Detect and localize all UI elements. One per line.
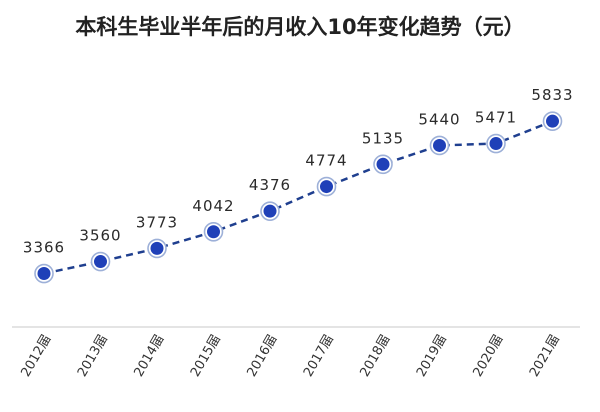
x-tick-label: 2019届	[414, 332, 450, 379]
x-tick-label: 2014届	[131, 332, 167, 379]
x-tick-label: 2012届	[18, 332, 54, 379]
data-point	[203, 221, 224, 242]
data-label-layer: 3366 3560 3773 4042 4376 4774 5135 5440 5471 5833	[23, 86, 573, 257]
data-point-dot	[489, 137, 503, 151]
data-point	[34, 263, 54, 284]
data-point-dot	[150, 241, 164, 255]
data-label: 5135	[362, 129, 404, 147]
data-point-dot	[37, 267, 51, 281]
data-label: 5440	[418, 110, 460, 128]
data-point	[147, 238, 167, 259]
x-tick-layer: 2012届 2013届 2014届 2015届 2016届 2017届 2018届 2019届…	[18, 332, 563, 379]
series-line	[43, 120, 553, 275]
data-point	[542, 111, 563, 131]
chart-title: 本科生毕业半年后的月收入10年变化趋势（元）	[75, 15, 524, 39]
data-point-dot	[207, 225, 220, 239]
data-label: 3560	[79, 227, 121, 245]
data-label: 5471	[475, 109, 517, 127]
data-point	[316, 176, 337, 197]
data-point-dot	[433, 138, 446, 152]
data-label: 4376	[249, 176, 291, 194]
data-label: 3366	[23, 239, 65, 257]
series-layer	[34, 111, 563, 284]
data-point-dot	[376, 157, 390, 171]
x-tick-label: 2020届	[470, 332, 506, 379]
x-tick-label: 2016届	[244, 332, 280, 379]
data-point	[486, 133, 506, 154]
data-label: 4042	[192, 197, 234, 215]
x-tick-label: 2013届	[75, 332, 111, 379]
x-tick-label: 2015届	[188, 332, 224, 379]
data-label: 5833	[531, 86, 573, 104]
x-tick-label: 2018届	[357, 332, 393, 379]
data-point	[260, 201, 280, 221]
data-point-dot	[546, 114, 559, 128]
data-point	[429, 135, 450, 156]
data-point-dot	[263, 204, 277, 218]
data-label: 4774	[305, 152, 347, 170]
x-tick-label: 2021届	[527, 332, 563, 379]
data-point	[373, 154, 393, 175]
data-point-dot	[320, 180, 333, 194]
data-label: 3773	[136, 213, 178, 231]
x-tick-label: 2017届	[301, 332, 337, 379]
data-point-dot	[94, 255, 107, 269]
data-point	[90, 251, 111, 272]
